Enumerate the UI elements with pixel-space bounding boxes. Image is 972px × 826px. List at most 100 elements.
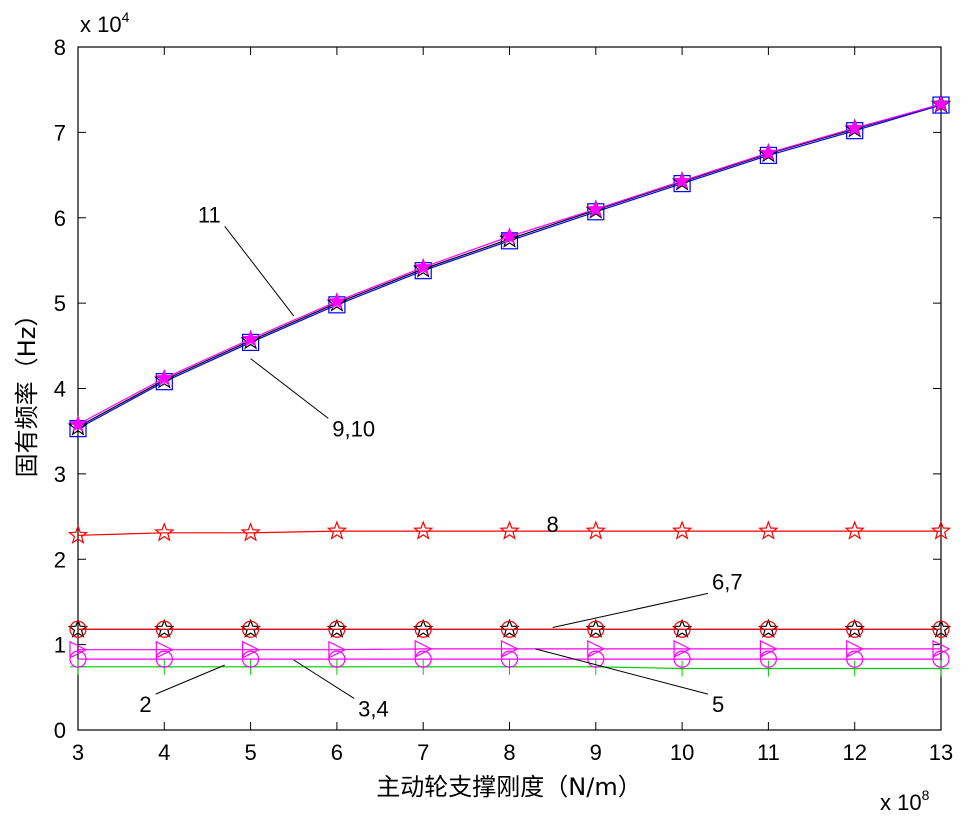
annotation-leader xyxy=(155,664,225,695)
data-point xyxy=(759,650,778,668)
data-point xyxy=(240,522,261,542)
data-point xyxy=(932,639,951,658)
data-point xyxy=(846,639,865,658)
data-point xyxy=(760,660,777,677)
data-point xyxy=(673,639,692,658)
annotation-leader xyxy=(293,659,355,699)
x-axis-title: 主动轮支撑刚度（N/m） xyxy=(376,773,641,801)
data-point xyxy=(845,118,864,136)
data-point xyxy=(154,618,175,638)
data-point xyxy=(500,620,519,638)
x-tick-label: 3 xyxy=(72,740,84,765)
annotation-label: 9,10 xyxy=(332,416,375,441)
data-point xyxy=(326,520,348,540)
data-point xyxy=(673,620,691,638)
data-point xyxy=(585,520,607,540)
series-line xyxy=(77,103,942,428)
annotation-label: 5 xyxy=(712,692,724,717)
data-point xyxy=(67,524,89,544)
data-point xyxy=(500,650,519,668)
data-point xyxy=(759,620,778,638)
series-2 xyxy=(69,639,951,659)
x-tick-label: 8 xyxy=(503,740,515,765)
x-tick-label: 11 xyxy=(757,740,780,765)
axes-box xyxy=(77,46,942,731)
data-point xyxy=(844,618,865,638)
data-point xyxy=(671,618,693,638)
data-point xyxy=(414,620,432,638)
data-point xyxy=(759,639,778,658)
annotations: 11 9,10 8 6,7 5 2 3,4 xyxy=(139,202,742,721)
data-point xyxy=(586,199,605,217)
series-line xyxy=(77,104,942,430)
y-tick-label: 5 xyxy=(54,291,66,316)
data-point xyxy=(499,618,520,638)
data-point xyxy=(155,640,174,659)
data-point xyxy=(932,650,950,668)
series-6 xyxy=(69,96,950,438)
data-point xyxy=(930,618,952,638)
data-point xyxy=(328,640,347,659)
y-tick-label: 4 xyxy=(54,377,66,402)
series-7 xyxy=(67,93,952,436)
data-point xyxy=(242,650,260,668)
data-point xyxy=(930,520,952,540)
data-point xyxy=(412,520,434,540)
annotation-leader xyxy=(552,592,709,629)
data-point xyxy=(846,660,863,677)
data-point xyxy=(846,650,864,668)
x-tick-label: 6 xyxy=(331,740,343,765)
data-point xyxy=(241,329,260,347)
data-point xyxy=(846,620,864,638)
data-point xyxy=(414,257,433,275)
data-point xyxy=(67,618,89,638)
data-point xyxy=(154,522,175,542)
y-tick-label: 7 xyxy=(54,120,66,145)
y-tick-label: 6 xyxy=(54,206,66,231)
series-group xyxy=(67,93,952,677)
y-tick-label: 8 xyxy=(54,35,66,60)
annotation-leader xyxy=(250,358,329,419)
data-point xyxy=(673,650,691,668)
data-point xyxy=(671,520,693,540)
annotation-leader xyxy=(535,648,709,695)
x-axis-multiplier: x 108 xyxy=(880,787,930,815)
data-point xyxy=(242,640,260,659)
y-tick-label: 1 xyxy=(54,633,66,658)
series-line xyxy=(78,648,941,651)
series-line xyxy=(77,530,941,536)
plot-frame xyxy=(77,46,942,731)
data-point xyxy=(412,618,434,638)
series-4 xyxy=(69,620,950,638)
series-5 xyxy=(67,520,952,544)
data-point xyxy=(587,650,605,668)
data-point xyxy=(155,650,173,668)
data-point xyxy=(242,620,260,638)
annotation-label: 6,7 xyxy=(712,569,743,594)
data-point xyxy=(328,650,346,668)
x-tick-label: 12 xyxy=(842,740,866,765)
data-point xyxy=(758,520,779,540)
data-point xyxy=(155,368,174,386)
annotation-label: 8 xyxy=(547,512,559,537)
series-1 xyxy=(69,650,950,668)
series-line xyxy=(77,103,942,425)
y-tick-label: 2 xyxy=(54,547,66,572)
y-tick-label: 3 xyxy=(54,462,66,487)
data-point xyxy=(327,291,346,310)
data-point xyxy=(69,415,87,432)
data-point xyxy=(499,228,520,248)
data-point xyxy=(932,94,950,112)
x-tick-label: 13 xyxy=(929,740,953,765)
annotation-label: 11 xyxy=(198,202,221,227)
data-point xyxy=(844,520,865,540)
data-point xyxy=(499,520,520,540)
x-tick-label: 10 xyxy=(670,740,694,765)
data-point xyxy=(500,227,519,245)
series-8 xyxy=(69,94,950,432)
data-point xyxy=(69,650,87,668)
annotation-label: 3,4 xyxy=(358,696,389,721)
x-tick-label: 7 xyxy=(417,740,429,765)
data-point xyxy=(328,620,346,638)
